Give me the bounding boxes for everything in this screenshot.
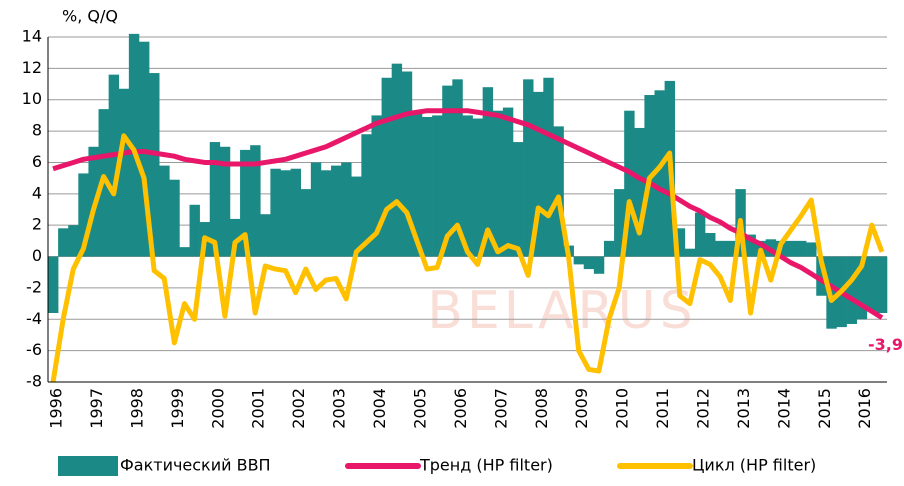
x-tick-label: 2011 (653, 388, 672, 429)
bar (786, 241, 796, 257)
bar (392, 64, 402, 257)
bar (493, 111, 503, 257)
bar (159, 166, 169, 257)
y-tick-label: -8 (26, 372, 42, 391)
y-tick-label: 8 (32, 121, 42, 140)
bar (422, 117, 432, 257)
bar (604, 241, 614, 257)
chart: BELARUS %, Q/Q -8 -6 -4 -2 0 2 4 6 8 10 12 14 1996 19… (0, 0, 904, 482)
bar (473, 119, 483, 257)
legend-label: Тренд (HP filter) (419, 456, 553, 475)
x-tick-label: 2012 (693, 388, 712, 429)
legend-label: Цикл (HP filter) (692, 456, 816, 475)
bar (382, 78, 392, 257)
bar (553, 126, 563, 256)
y-tick-label: 0 (32, 246, 42, 265)
y-tick-label: 14 (22, 27, 42, 46)
x-tick-label: 1997 (87, 388, 106, 429)
x-tick-label: 2001 (249, 388, 268, 429)
x-tick-label: 2014 (774, 388, 793, 429)
bar (291, 169, 301, 257)
bar (341, 162, 351, 256)
bar (260, 214, 270, 256)
legend-swatch (58, 456, 118, 476)
annotation: -3,9 (868, 335, 903, 354)
x-tick-label: 2003 (330, 388, 349, 429)
y-tick-label: 4 (32, 183, 42, 202)
bar (715, 241, 725, 257)
bar (462, 115, 472, 256)
bar (270, 169, 280, 257)
bar (806, 242, 816, 256)
x-tick-label: 2013 (734, 388, 753, 429)
y-tick-label: -2 (26, 277, 42, 296)
x-tick-label: 2004 (370, 388, 389, 429)
x-tick-label: 2005 (410, 388, 429, 429)
y-tick-label: -6 (26, 340, 42, 359)
x-tick-label: 2015 (815, 388, 834, 429)
x-tick-label: 2016 (855, 388, 874, 429)
watermark: BELARUS (427, 281, 696, 341)
x-tick-label: 2006 (451, 388, 470, 429)
x-tick-label: 2007 (491, 388, 510, 429)
x-tick-label: 1996 (47, 388, 66, 429)
bar (351, 177, 361, 257)
bar (695, 213, 705, 257)
bar (432, 115, 442, 256)
bar (280, 170, 290, 256)
bar (311, 162, 321, 256)
y-tick-label: 2 (32, 215, 42, 234)
bar (301, 189, 311, 256)
bar (119, 89, 129, 257)
bar (796, 241, 806, 257)
bar (179, 247, 189, 256)
bar (685, 249, 695, 257)
x-tick-label: 2002 (289, 388, 308, 429)
bar (705, 233, 715, 257)
bar (574, 257, 584, 265)
bar (867, 257, 877, 312)
x-tick-label: 2009 (572, 388, 591, 429)
y-tick-label: 10 (22, 89, 42, 108)
legend-label: Фактический ВВП (120, 456, 271, 475)
bar (594, 257, 604, 274)
bar (523, 79, 533, 256)
bar (513, 142, 523, 256)
bar (503, 108, 513, 257)
x-tick-label: 1999 (168, 388, 187, 429)
y-tick-label: 6 (32, 152, 42, 171)
bar (543, 78, 553, 257)
bar (169, 180, 179, 257)
y-axis-label: %, Q/Q (62, 7, 118, 26)
bar (634, 128, 644, 257)
x-tick-label: 2008 (532, 388, 551, 429)
bar (190, 205, 200, 257)
x-tick-label: 2010 (613, 388, 632, 429)
x-tick-label: 1998 (127, 388, 146, 429)
y-tick-label: 12 (22, 58, 42, 77)
bar (847, 257, 857, 324)
bar (321, 170, 331, 256)
bar (877, 257, 887, 313)
bar (331, 166, 341, 257)
bar (68, 225, 78, 256)
bar (48, 257, 58, 313)
bar (584, 257, 594, 270)
bar (58, 228, 68, 256)
y-tick-label: -4 (26, 309, 42, 328)
x-tick-label: 2000 (208, 388, 227, 429)
